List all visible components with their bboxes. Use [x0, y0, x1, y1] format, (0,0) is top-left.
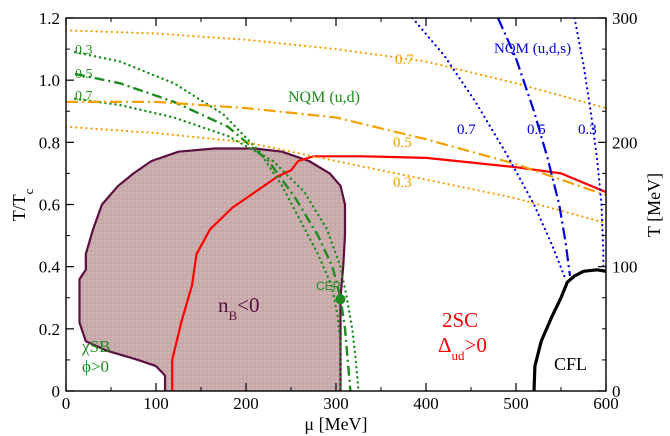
y-axis-label-right: T [MeV]: [644, 173, 664, 237]
x-tick-label: 300: [323, 394, 349, 413]
twosc-label: 2SC: [442, 308, 478, 332]
orange-label-07: 0.7: [395, 52, 414, 68]
y-left-tick-label: 0.8: [39, 133, 60, 152]
series-line-2: [73, 97, 360, 391]
green-label-03: 0.3: [75, 43, 93, 58]
orange-label-05: 0.5: [393, 135, 412, 151]
blue-label-07: 0.7: [457, 122, 476, 138]
nb-negative-region: [79, 148, 345, 391]
x-tick-label: 200: [233, 394, 259, 413]
x-tick-label: 100: [143, 394, 169, 413]
y-right-tick-label: 200: [612, 133, 638, 152]
y-left-tick-label: 0.4: [39, 258, 61, 277]
cfl-label: CFL: [554, 354, 587, 374]
series-line-11: [532, 268, 606, 391]
series-line-4: [73, 51, 342, 391]
orange-label-03: 0.3: [393, 175, 412, 191]
blue-label-03: 0.3: [578, 122, 597, 138]
blue-label-05: 0.5: [527, 122, 546, 138]
green-label-07: 0.7: [75, 89, 93, 104]
y-left-tick-label: 0.6: [39, 196, 60, 215]
series-line-5: [66, 29, 606, 110]
y-left-tick-label: 1.2: [39, 9, 60, 28]
y-right-tick-label: 100: [612, 258, 638, 277]
chisb-label: χSB: [81, 337, 110, 356]
cep-label: CEP: [316, 279, 341, 293]
x-tick-label: 500: [503, 394, 529, 413]
y-left-tick-label: 0: [52, 382, 61, 401]
x-axis-label: μ [MeV]: [304, 414, 367, 434]
series-line-3: [74, 72, 352, 391]
phi-label: ϕ>0: [82, 357, 109, 376]
y-left-tick-label: 1.0: [39, 71, 60, 90]
y-left-tick-label: 0.2: [39, 320, 60, 339]
nqm-ud-label: NQM (u,d): [288, 89, 360, 106]
series-line-6: [66, 100, 606, 197]
x-tick-label: 600: [593, 394, 619, 413]
series-line-0: [78, 147, 347, 391]
series-line-9: [496, 18, 572, 277]
nqm-uds-label: NQM (u,d,s): [494, 41, 571, 57]
y-axis-label-left: T/Tc: [9, 188, 36, 221]
green-label-05: 0.5: [75, 67, 93, 82]
cep-marker: [335, 294, 346, 305]
y-right-tick-label: 300: [612, 9, 638, 28]
x-tick-label: 400: [413, 394, 439, 413]
series-line-10: [573, 18, 605, 274]
series-line-1: [171, 155, 606, 391]
x-tick-label: 0: [62, 394, 71, 413]
twosc-gap-label: Δud>0: [438, 333, 487, 363]
series-line-8: [411, 18, 567, 281]
nb-region-label: nB<0: [218, 293, 260, 323]
y-right-tick-label: 0: [612, 382, 621, 401]
